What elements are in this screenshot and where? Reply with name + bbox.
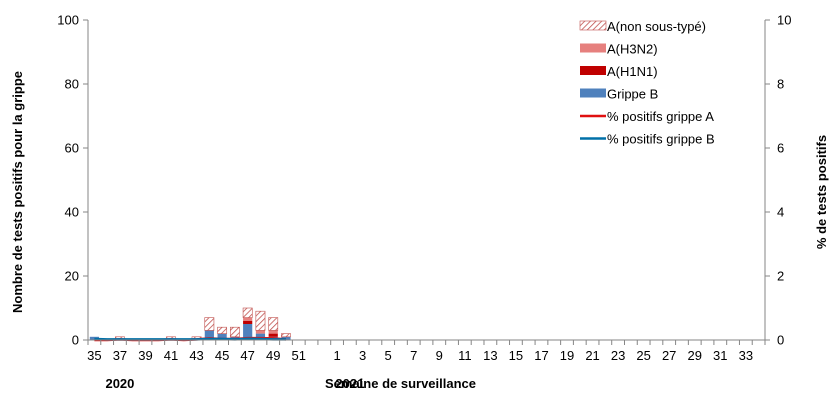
x-tick-label: 43 xyxy=(189,348,203,363)
legend-swatch-a-h1n1- xyxy=(580,66,606,75)
legend: A(non sous-typé) A(H3N2) A(H1N1) Grippe B % … xyxy=(579,19,715,147)
x-tick-label: 45 xyxy=(215,348,229,363)
x-tick-label: 19 xyxy=(560,348,574,363)
y-left-tick-label: 0 xyxy=(72,333,79,348)
x-tick-label: 1 xyxy=(333,348,340,363)
bar-a-h3n2--wk-48 xyxy=(255,330,266,334)
bar-a-non-sous-typ--wk-45 xyxy=(217,326,228,334)
x-tick-label: 11 xyxy=(458,348,472,363)
x-tick-label: 35 xyxy=(87,348,101,363)
legend-label-a-h3n2-: A(H3N2) xyxy=(607,42,658,57)
legend-label-grippe-b: Grippe B xyxy=(607,87,658,102)
x-tick-label: 25 xyxy=(636,348,650,363)
legend-label-a-non-sous-typ-: A(non sous-typé) xyxy=(607,19,706,34)
y-left-tick-label: 60 xyxy=(65,141,79,156)
x-tick-label: 37 xyxy=(113,348,127,363)
y-left-tick-label: 100 xyxy=(57,13,79,28)
y-right-tick-label: 0 xyxy=(777,333,784,348)
bar-grippe-b-wk-48 xyxy=(255,333,266,340)
bar-a-h3n2--wk-49 xyxy=(268,330,278,334)
y-left-axis-title: Nombre de tests positifs pour la grippe xyxy=(10,71,25,313)
legend-swatch-a-h3n2- xyxy=(580,43,606,53)
x-tick-label: 29 xyxy=(688,348,702,363)
y-left-tick-label: 20 xyxy=(65,269,79,284)
bar-a-h1n1--wk-47 xyxy=(243,320,253,324)
y-left-tick-label: 80 xyxy=(65,77,79,92)
x-tick-label: 39 xyxy=(138,348,152,363)
bar-a-non-sous-typ--wk-48 xyxy=(255,310,266,331)
legend-swatch-a-non-sous-typ- xyxy=(579,20,607,31)
x-tick-label: 17 xyxy=(534,348,548,363)
bar-a-h1n1--wk-49 xyxy=(268,333,278,337)
y-right-tick-label: 8 xyxy=(777,77,784,92)
x-tick-label: 49 xyxy=(266,348,280,363)
x-tick-label: 23 xyxy=(611,348,625,363)
bar-a-h3n2--wk-47 xyxy=(243,317,253,321)
y-right-tick-label: 4 xyxy=(777,205,784,220)
x-tick-label: 15 xyxy=(509,348,523,363)
bar-grippe-b-wk-45 xyxy=(217,333,227,340)
year-label: 2021 xyxy=(335,376,364,391)
bar-grippe-b-wk-47 xyxy=(243,324,253,340)
x-tick-label: 33 xyxy=(739,348,753,363)
y-left-tick-label: 40 xyxy=(65,205,79,220)
legend-label--positifs-grippe-a: % positifs grippe A xyxy=(607,109,714,124)
line--positifs-grippe-b xyxy=(94,337,286,341)
bars-layer xyxy=(89,307,291,341)
x-axis-title: Semaine de surveillance xyxy=(325,376,476,391)
x-tick-label: 3 xyxy=(359,348,366,363)
bar-grippe-b-wk-35 xyxy=(89,336,99,340)
x-tick-label: 41 xyxy=(164,348,178,363)
bar-a-non-sous-typ--wk-49 xyxy=(268,317,279,331)
x-tick-label: 7 xyxy=(410,348,417,363)
x-tick-label: 51 xyxy=(292,348,306,363)
x-tick-label: 47 xyxy=(240,348,254,363)
bar-a-non-sous-typ--wk-46 xyxy=(229,326,240,338)
y-right-tick-label: 10 xyxy=(777,13,791,28)
x-tick-label: 13 xyxy=(483,348,497,363)
bar-a-non-sous-typ--wk-44 xyxy=(204,317,215,331)
x-tick-label: 31 xyxy=(713,348,727,363)
bar-a-non-sous-typ--wk-50 xyxy=(281,333,291,338)
y-right-tick-label: 6 xyxy=(777,141,784,156)
legend-label--positifs-grippe-b: % positifs grippe B xyxy=(607,132,715,147)
year-label: 2020 xyxy=(105,376,134,391)
legend-swatch-grippe-b xyxy=(580,88,606,98)
y-right-axis-title: % de tests positifs xyxy=(814,135,829,249)
x-tick-label: 5 xyxy=(385,348,392,363)
x-tick-label: 9 xyxy=(436,348,443,363)
bar-grippe-b-wk-44 xyxy=(204,330,214,340)
x-tick-label: 27 xyxy=(662,348,676,363)
bar-a-non-sous-typ--wk-47 xyxy=(242,307,253,318)
axes-layer xyxy=(83,19,770,345)
x-tick-label: 21 xyxy=(585,348,599,363)
y-right-tick-label: 2 xyxy=(777,269,784,284)
legend-label-a-h1n1-: A(H1N1) xyxy=(607,64,658,79)
